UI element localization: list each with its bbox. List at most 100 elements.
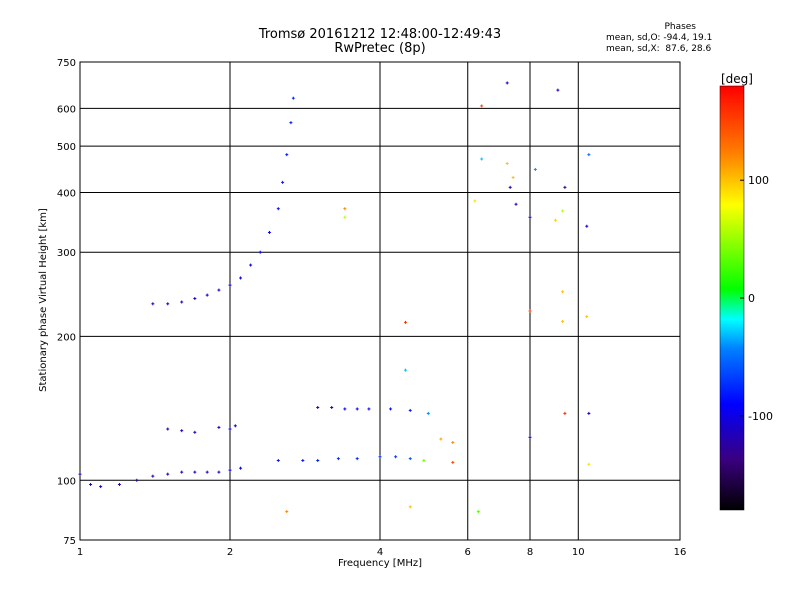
data-point: [403, 320, 407, 324]
data-point: [330, 405, 334, 409]
data-point: [135, 478, 139, 482]
data-point: [587, 153, 591, 157]
data-point: [505, 161, 509, 165]
data-point: [561, 290, 565, 294]
data-point: [343, 407, 347, 411]
data-point: [451, 440, 455, 444]
data-point: [561, 209, 565, 213]
data-point: [276, 207, 280, 211]
data-point: [511, 175, 515, 179]
data-point: [561, 319, 565, 323]
y-tick-label: 200: [57, 332, 76, 343]
data-point: [355, 457, 359, 461]
data-point: [289, 121, 293, 125]
data-point: [585, 315, 589, 319]
data-point: [89, 482, 93, 486]
data-point: [473, 199, 477, 203]
data-point: [355, 407, 359, 411]
data-point: [228, 283, 232, 287]
colorbar-tick-label: 100: [748, 174, 769, 187]
data-point: [228, 427, 232, 431]
data-point: [422, 458, 426, 462]
x-tick-label: 10: [572, 547, 585, 558]
x-tick-label: 4: [377, 547, 383, 558]
data-point: [258, 250, 262, 254]
data-point: [239, 466, 243, 470]
data-point: [166, 302, 170, 306]
data-point: [528, 435, 532, 439]
grid-lines: [80, 62, 680, 540]
data-point: [343, 215, 347, 219]
chart-title: Tromsø 20161212 12:48:00-12:49:43: [258, 27, 502, 42]
y-tick-label: 600: [57, 104, 76, 115]
data-point: [563, 185, 567, 189]
data-point: [267, 230, 271, 234]
data-point: [451, 460, 455, 464]
data-point: [343, 207, 347, 211]
data-point: [476, 510, 480, 514]
data-point: [563, 411, 567, 415]
colorbar-label: [deg]: [721, 72, 753, 86]
y-tick-label: 400: [57, 188, 76, 199]
data-point: [394, 455, 398, 459]
data-point: [217, 288, 221, 292]
data-point: [508, 185, 512, 189]
data-point: [285, 510, 289, 514]
data-point: [528, 215, 532, 219]
y-tick-label: 75: [63, 536, 76, 547]
x-tick-label: 6: [465, 547, 471, 558]
stats-o-line: mean, sd,O: -94.4, 19.1: [606, 33, 713, 43]
data-point: [193, 470, 197, 474]
data-point: [480, 157, 484, 161]
data-point: [553, 218, 557, 222]
data-point: [426, 411, 430, 415]
data-point: [533, 167, 537, 171]
data-point: [276, 458, 280, 462]
data-point: [408, 408, 412, 412]
data-point: [281, 180, 285, 184]
stats-title: Phases: [664, 22, 696, 32]
data-point: [316, 458, 320, 462]
x-axis-label: Frequency [MHz]: [337, 558, 423, 569]
data-point: [505, 81, 509, 85]
data-point: [408, 457, 412, 461]
x-tick-label: 16: [674, 547, 687, 558]
data-point: [99, 485, 103, 489]
data-point: [180, 470, 184, 474]
data-point: [587, 411, 591, 415]
data-point: [528, 309, 532, 313]
colorbar-tick-label: -100: [748, 410, 773, 423]
data-point: [228, 468, 232, 472]
data-point: [205, 293, 209, 297]
y-tick-label: 300: [57, 248, 76, 259]
data-point: [336, 457, 340, 461]
data-point: [233, 424, 237, 428]
data-points: [78, 81, 591, 514]
data-point: [151, 302, 155, 306]
y-axis-label: Stationary phase Virtual Height [km]: [38, 208, 49, 392]
x-axis-ticks: 1 2 4 6 8 10 16: [77, 547, 687, 558]
data-point: [217, 470, 221, 474]
data-point: [439, 437, 443, 441]
y-tick-label: 100: [57, 476, 76, 487]
data-point: [480, 104, 484, 108]
data-point: [166, 472, 170, 476]
data-point: [78, 472, 82, 476]
data-point: [301, 458, 305, 462]
data-point: [389, 407, 393, 411]
data-point: [193, 430, 197, 434]
data-point: [217, 425, 221, 429]
data-point: [180, 429, 184, 433]
x-tick-label: 8: [527, 547, 533, 558]
x-tick-label: 2: [227, 547, 233, 558]
data-point: [291, 96, 295, 100]
data-point: [166, 427, 170, 431]
y-tick-label: 500: [57, 142, 76, 153]
data-point: [378, 455, 382, 459]
stats-x-line: mean, sd,X: 87.6, 28.6: [606, 44, 712, 54]
x-tick-label: 1: [77, 547, 83, 558]
colorbar-ticks: 100 0 -100: [740, 174, 773, 423]
chart-subtitle: RwPretec (8p): [334, 41, 426, 56]
data-point: [367, 407, 371, 411]
